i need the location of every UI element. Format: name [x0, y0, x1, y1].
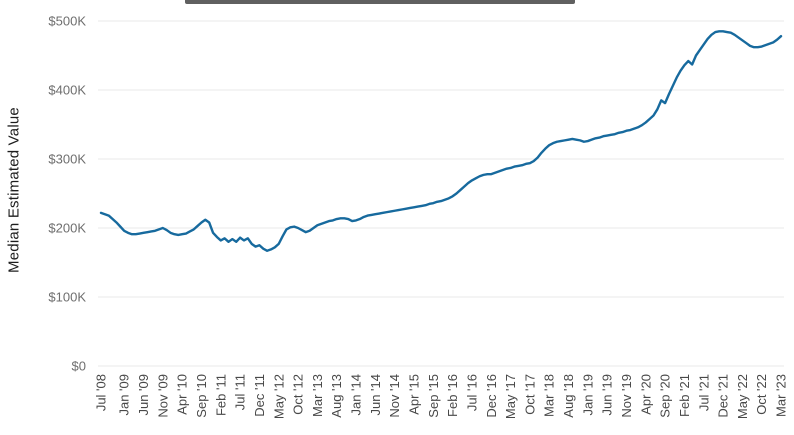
- x-tick-label: Oct '17: [522, 374, 537, 415]
- y-tick-label: $300K: [48, 151, 86, 166]
- x-tick-label: Jan '14: [349, 374, 364, 416]
- x-tick-label: Aug '13: [329, 374, 344, 418]
- x-tick-label: Jul '08: [94, 374, 109, 411]
- x-tick-label: Jun '09: [136, 374, 151, 416]
- x-tick-label: Sep '15: [426, 374, 441, 418]
- x-tick-label: Sep '20: [658, 374, 673, 418]
- x-tick-label: Feb '11: [213, 374, 228, 416]
- x-tick-label: May '17: [503, 374, 518, 419]
- series-line-median-value: [99, 30, 783, 252]
- x-tick-label: Apr '10: [175, 374, 190, 415]
- x-tick-label: Jun '14: [368, 374, 383, 416]
- y-tick-label: $0: [72, 358, 86, 373]
- x-tick-label: Apr '15: [407, 374, 422, 415]
- x-tick-label: Jul '21: [696, 374, 711, 411]
- x-tick-label: Jun '19: [600, 374, 615, 416]
- y-tick-label: $500K: [48, 13, 86, 28]
- x-tick-label: May '22: [735, 374, 750, 419]
- x-tick-label: May '12: [271, 374, 286, 419]
- x-tick-label: Dec '16: [484, 374, 499, 418]
- x-tick-label: Jan '19: [580, 374, 595, 416]
- x-tick-label: Aug '18: [561, 374, 576, 418]
- y-tick-label: $400K: [48, 82, 86, 97]
- x-tick-label: Feb '16: [445, 374, 460, 417]
- x-tick-label: Nov '19: [619, 374, 634, 418]
- x-tick-label: Nov '09: [155, 374, 170, 418]
- x-tick-label: Mar '13: [310, 374, 325, 417]
- x-tick-label: Nov '14: [387, 374, 402, 418]
- title-bar-fragment: [185, 0, 575, 4]
- x-tick-label: Dec '11: [252, 374, 267, 417]
- x-tick-label: Jul '16: [464, 374, 479, 411]
- x-tick-label: Jan '09: [117, 374, 132, 416]
- x-tick-label: Dec '21: [716, 374, 731, 418]
- x-tick-label: Jul '11: [233, 374, 248, 410]
- x-tick-label: Mar '23: [774, 374, 789, 417]
- x-tick-label: Mar '18: [542, 374, 557, 417]
- y-tick-label: $100K: [48, 289, 86, 304]
- y-tick-label: $200K: [48, 220, 86, 235]
- y-axis-title: Median Estimated Value: [5, 107, 23, 273]
- x-tick-label: Oct '12: [291, 374, 306, 415]
- x-tick-label: Oct '22: [754, 374, 769, 415]
- x-tick-label: Sep '10: [194, 374, 209, 418]
- x-tick-label: Feb '21: [677, 374, 692, 417]
- x-tick-label: Apr '20: [638, 374, 653, 415]
